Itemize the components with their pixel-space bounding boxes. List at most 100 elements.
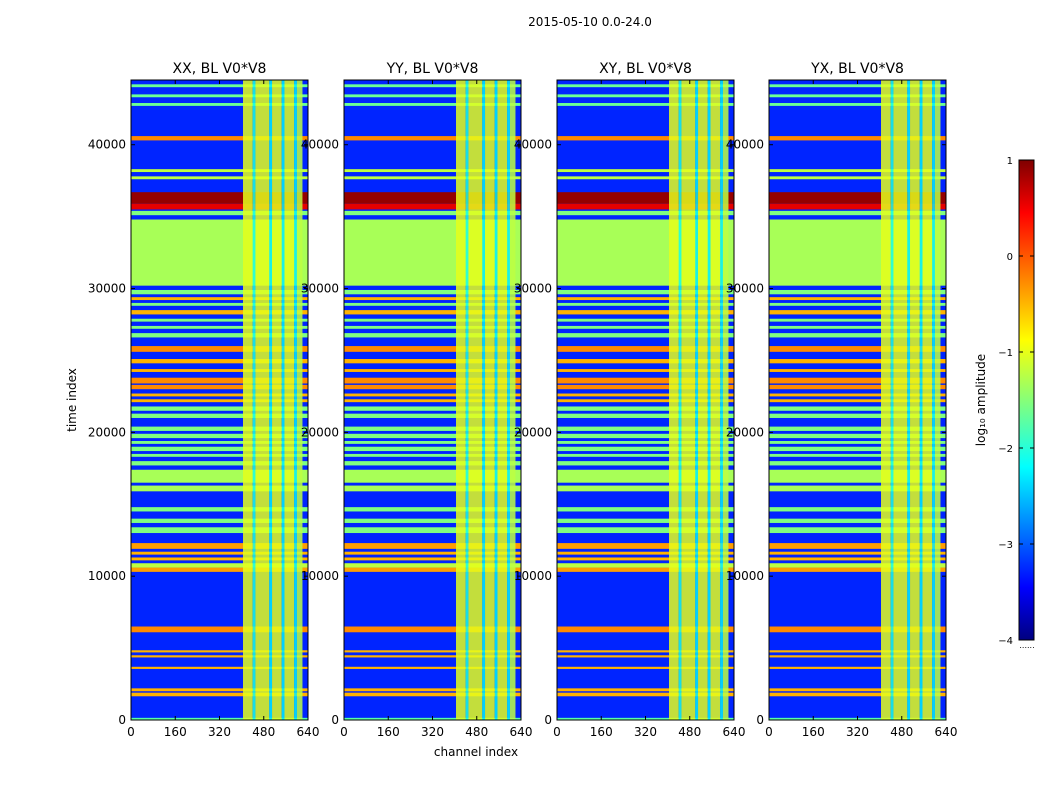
- x-tick-label: 160: [590, 725, 613, 739]
- heatmap-row-band: [769, 557, 946, 561]
- heatmap-row-band: [344, 289, 521, 295]
- heatmap-row-band: [557, 692, 734, 697]
- heatmap-row-band: [769, 655, 946, 658]
- colorbar-ticks: 1 0 −1 −2 −3 −4: [998, 156, 1034, 647]
- heatmap-column-band: [910, 80, 920, 720]
- heatmap-row-band: [769, 203, 946, 210]
- heatmap-row-band: [344, 433, 521, 439]
- heatmap-row-band: [344, 310, 521, 315]
- heatmap-row-band: [131, 84, 308, 88]
- heatmap-row-band: [769, 650, 946, 653]
- heatmap-row-band: [344, 440, 521, 444]
- heatmap-row-band: [344, 84, 521, 88]
- heatmap-row-band: [557, 333, 734, 338]
- heatmap-column-band: [932, 80, 935, 720]
- heatmap-row-band: [557, 440, 734, 444]
- heatmap-row-band: [557, 666, 734, 669]
- heatmap-row-band: [344, 359, 521, 364]
- y-tick-label: 20000: [88, 425, 126, 439]
- heatmap-row-band: [344, 527, 521, 534]
- heatmap-row-band: [557, 302, 734, 306]
- heatmap-column-band: [678, 80, 682, 720]
- y-tick-label: 40000: [301, 138, 339, 152]
- heatmap-column-band: [710, 80, 721, 720]
- y-tick-label: 0: [118, 713, 126, 727]
- x-tick-label: 320: [846, 725, 869, 739]
- heatmap-row-band: [344, 94, 521, 98]
- heatmap-row-band: [769, 433, 946, 439]
- y-tick-label: 0: [331, 713, 339, 727]
- heatmap-row-band: [131, 289, 308, 295]
- heatmap-row-band: [769, 563, 946, 568]
- heatmap-row-band: [769, 626, 946, 633]
- heatmap-panels: XX, BL V0*V8 0 160 320 480 640 0 10000 20000 3000…: [88, 61, 958, 739]
- colorbar-label: log₁₀ amplitude: [974, 354, 988, 446]
- heatmap-row-band: [769, 310, 946, 315]
- heatmap-row-band: [131, 203, 308, 210]
- x-tick-label: 480: [252, 725, 275, 739]
- heatmap-row-band: [769, 325, 946, 329]
- heatmap-row-band: [344, 192, 521, 204]
- heatmap-row-band: [769, 461, 946, 466]
- heatmap-row-band: [557, 461, 734, 466]
- heatmap-row-band: [557, 426, 734, 431]
- heatmap-column-band: [485, 80, 495, 720]
- colorbar-tick-label: 0: [1007, 252, 1013, 263]
- heatmap-row-band: [131, 94, 308, 98]
- x-tick-label: 320: [634, 725, 657, 739]
- y-tick-label: 30000: [726, 282, 764, 296]
- heatmap-column-band: [919, 80, 923, 720]
- heatmap-row-band: [769, 359, 946, 364]
- x-tick-label: 0: [765, 725, 773, 739]
- heatmap-row-band: [131, 518, 308, 523]
- heatmap-column-band: [698, 80, 708, 720]
- x-tick-label: 0: [340, 725, 348, 739]
- heatmap-row-band: [769, 297, 946, 301]
- panel-title: XY, BL V0*V8: [599, 61, 692, 77]
- heatmap-row-band: [557, 551, 734, 555]
- y-tick-label: 10000: [726, 569, 764, 583]
- x-tick-label: 480: [465, 725, 488, 739]
- heatmap-row-band: [769, 688, 946, 692]
- heatmap-row-band: [557, 655, 734, 658]
- heatmap-row-band: [557, 557, 734, 561]
- panel-title: YY, BL V0*V8: [386, 61, 479, 77]
- heatmap-row-band: [131, 169, 308, 173]
- heatmap-row-band: [131, 369, 308, 372]
- colorbar-tick-label: 1: [1007, 156, 1013, 167]
- heatmap-row-band: [131, 446, 308, 452]
- x-tick-label: 0: [127, 725, 135, 739]
- heatmap-row-band: [131, 563, 308, 568]
- panel-title: YX, BL V0*V8: [810, 61, 904, 77]
- heatmap-row-band: [344, 384, 521, 390]
- heatmap-column-band: [272, 80, 282, 720]
- heatmap-column-band: [922, 80, 933, 720]
- heatmap-row-band: [557, 369, 734, 372]
- heatmap-row-band: [131, 461, 308, 466]
- heatmap-column-band: [722, 80, 729, 720]
- y-axis-label: time index: [65, 368, 79, 432]
- y-tick-label: 20000: [514, 425, 552, 439]
- colorbar-tick-label: −3: [998, 540, 1013, 551]
- heatmap-column-band: [497, 80, 508, 720]
- heatmap-row-band: [131, 527, 308, 534]
- heatmap-row-band: [557, 192, 734, 204]
- x-tick-label: 160: [802, 725, 825, 739]
- heatmap-row-band: [769, 692, 946, 697]
- heatmap-column-band: [465, 80, 469, 720]
- x-tick-label: 640: [510, 725, 533, 739]
- colorbar-tick-label: −4: [998, 636, 1013, 647]
- heatmap-column-band: [284, 80, 295, 720]
- x-tick-label: 640: [935, 725, 958, 739]
- heatmap-column-band: [468, 80, 483, 720]
- heatmap-row-band: [344, 210, 521, 216]
- heatmap-row-band: [344, 688, 521, 692]
- heatmap-row-band: [344, 103, 521, 106]
- heatmap-row-band: [769, 384, 946, 390]
- x-tick-label: 480: [678, 725, 701, 739]
- heatmap-image: [344, 80, 521, 720]
- heatmap-row-band: [131, 297, 308, 301]
- heatmap-row-band: [131, 440, 308, 444]
- heatmap-row-band: [344, 551, 521, 555]
